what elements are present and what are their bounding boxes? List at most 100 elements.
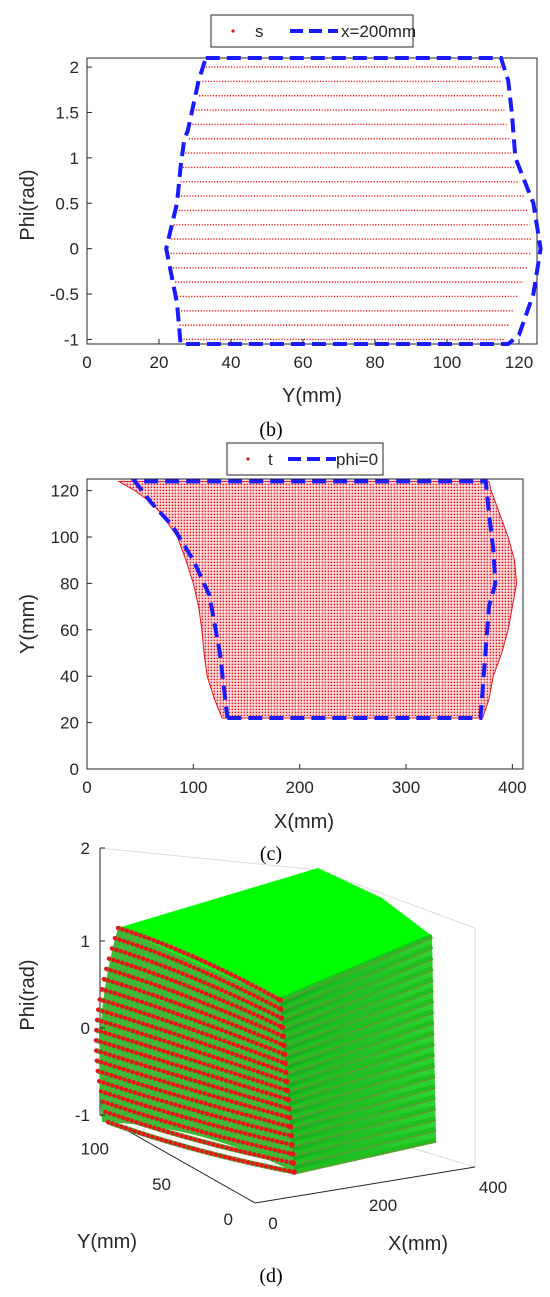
- y-ticks-c: 0 20 40 60 80 100 120: [51, 482, 92, 779]
- layer-corner-point: [286, 1114, 293, 1121]
- y-tick-label: 50: [152, 1175, 171, 1194]
- legend-box-c: [226, 442, 384, 476]
- layer-edge-right: [288, 1073, 436, 1121]
- layer-edge-right-shade: [293, 1141, 437, 1175]
- y-tick-label: 1.5: [55, 103, 79, 122]
- chart-d: -1 0 1 2 0 50 100 0 200 400 Phi(rad) Y(mm) X(mm…: [17, 839, 507, 1287]
- layer-curve-dots: [94, 1017, 289, 1084]
- layer-edge-right: [286, 1040, 435, 1093]
- layer-curve-dots: [94, 1027, 290, 1093]
- layer-edge-right-shade: [288, 1066, 435, 1112]
- layer-edge-right: [288, 1062, 436, 1112]
- layer-curve-dots: [112, 936, 283, 1012]
- x-tick-label: 200: [285, 778, 313, 797]
- layer-corner-point: [281, 1051, 288, 1058]
- layer-edge-right: [287, 1051, 436, 1102]
- layer-edge-right-shade: [293, 1130, 436, 1166]
- legend-label-s: s: [255, 22, 264, 41]
- layer-edge-right-shade: [287, 1044, 435, 1094]
- layer-curve-dots: [103, 1109, 296, 1166]
- layer-corner-point: [282, 1060, 288, 1067]
- layer-curve-dots: [101, 976, 286, 1048]
- layer-edge-right-shade: [281, 958, 433, 1021]
- panel-label-b: (b): [259, 419, 282, 441]
- layer-corner-point: [288, 1132, 294, 1139]
- layer-corner-point: [283, 1069, 289, 1076]
- panel-label-c: (c): [260, 843, 282, 865]
- y-tick-label: 0: [224, 1210, 233, 1229]
- layer-corner-point: [277, 1006, 284, 1012]
- x-tick-label: 80: [366, 353, 385, 372]
- x-ticks-c: 0 100 200 300 400: [82, 764, 527, 797]
- layer-edge-right: [289, 1083, 436, 1130]
- x-axis-line-d: [254, 1166, 476, 1204]
- chart-b: s x=200mm 0 20 40 60 80 100 120 -1 -0.5 0 0.5 1 1.5…: [17, 14, 543, 441]
- x-tick-label: 120: [505, 353, 533, 372]
- x-axis-label-b: Y(mm): [282, 385, 342, 407]
- x-tick-label: 20: [150, 353, 169, 372]
- layer-edge-right-shade: [292, 1119, 436, 1157]
- layer-edge-right-shade: [282, 980, 434, 1039]
- y-axis-label-c: Y(mm): [17, 594, 39, 654]
- x-axis-label-d: X(mm): [388, 1233, 448, 1255]
- x-tick-label: 40: [222, 353, 241, 372]
- layer-curve-dots: [104, 966, 286, 1039]
- legend-marker-t: [246, 457, 250, 461]
- y-tick-label: 120: [51, 482, 79, 501]
- x-tick-label: 100: [433, 353, 461, 372]
- scatter-rows-b: [170, 66, 532, 341]
- layer-edge-right-shade: [286, 1033, 435, 1085]
- layer-edge-right-shade: [284, 1012, 434, 1067]
- x-axis-label-c: X(mm): [274, 811, 334, 833]
- legend-marker-s: [231, 29, 235, 33]
- layer-curve-dots: [105, 1119, 297, 1175]
- layer-edge-right: [282, 976, 434, 1039]
- y-axis-label-b: Phi(rad): [17, 169, 39, 240]
- layer-edge-right-shade: [289, 1076, 435, 1121]
- panel-label-d: (d): [259, 1265, 282, 1287]
- layer-curve-dots: [93, 1038, 291, 1102]
- layer-edge-right-shade: [279, 937, 433, 1003]
- layer-edge-right: [290, 1094, 436, 1139]
- layer-edge-right: [279, 933, 433, 1003]
- z-tick-label: 0: [81, 1019, 90, 1038]
- y-tick-label: 0.5: [55, 194, 79, 213]
- layer-corner-point: [278, 1015, 285, 1021]
- layer-edge-right: [291, 1116, 437, 1157]
- layer-edge-right-shade: [281, 969, 433, 1030]
- boundary-line-c: [130, 479, 498, 720]
- layer-corner-point: [287, 1123, 294, 1130]
- layer-corner-point: [289, 1151, 296, 1157]
- layer-edge-right: [285, 1030, 435, 1084]
- layer-edge-right: [285, 1019, 435, 1075]
- layer-edge-right: [280, 955, 434, 1021]
- z-axis-label-d: Phi(rad): [17, 959, 39, 1030]
- y-tick-label: 80: [60, 574, 79, 593]
- z-tick-label: 1: [81, 932, 90, 951]
- layer-curve-dots: [100, 1099, 295, 1157]
- layer-corner-point: [290, 1160, 297, 1166]
- chart-c: t phi=0 0 100 200 300 400 0 20 40 60 80 100 120 X(…: [17, 442, 527, 865]
- legend-label-t: t: [268, 450, 273, 469]
- layer-curve-dots: [106, 956, 285, 1030]
- layer-curve-dots: [96, 1078, 294, 1138]
- layer-corner-point: [285, 1096, 291, 1103]
- layer-edge-right: [291, 1105, 436, 1148]
- x-tick-label: 0: [82, 778, 91, 797]
- layer-corner-point: [286, 1105, 292, 1112]
- z-ticks-d: -1 0 1 2: [75, 839, 105, 1125]
- layer-curve-dots: [93, 1048, 292, 1111]
- layer-curve-dots: [95, 1007, 289, 1075]
- layer-edge-right: [292, 1126, 437, 1166]
- legend-b: s x=200mm: [210, 14, 416, 48]
- layer-edge-right-shade: [280, 947, 433, 1012]
- x-tick-label: 200: [369, 1196, 397, 1215]
- layer-corner-point: [280, 1033, 286, 1040]
- z-tick-label: 2: [81, 839, 90, 858]
- grid-line-back-top: [99, 847, 319, 871]
- layer-corner-point: [283, 1078, 290, 1085]
- y-tick-label: 1: [70, 149, 79, 168]
- layer-points: [93, 925, 437, 1175]
- x-tick-label: 0: [82, 353, 91, 372]
- z-tick-label: -1: [75, 1106, 90, 1125]
